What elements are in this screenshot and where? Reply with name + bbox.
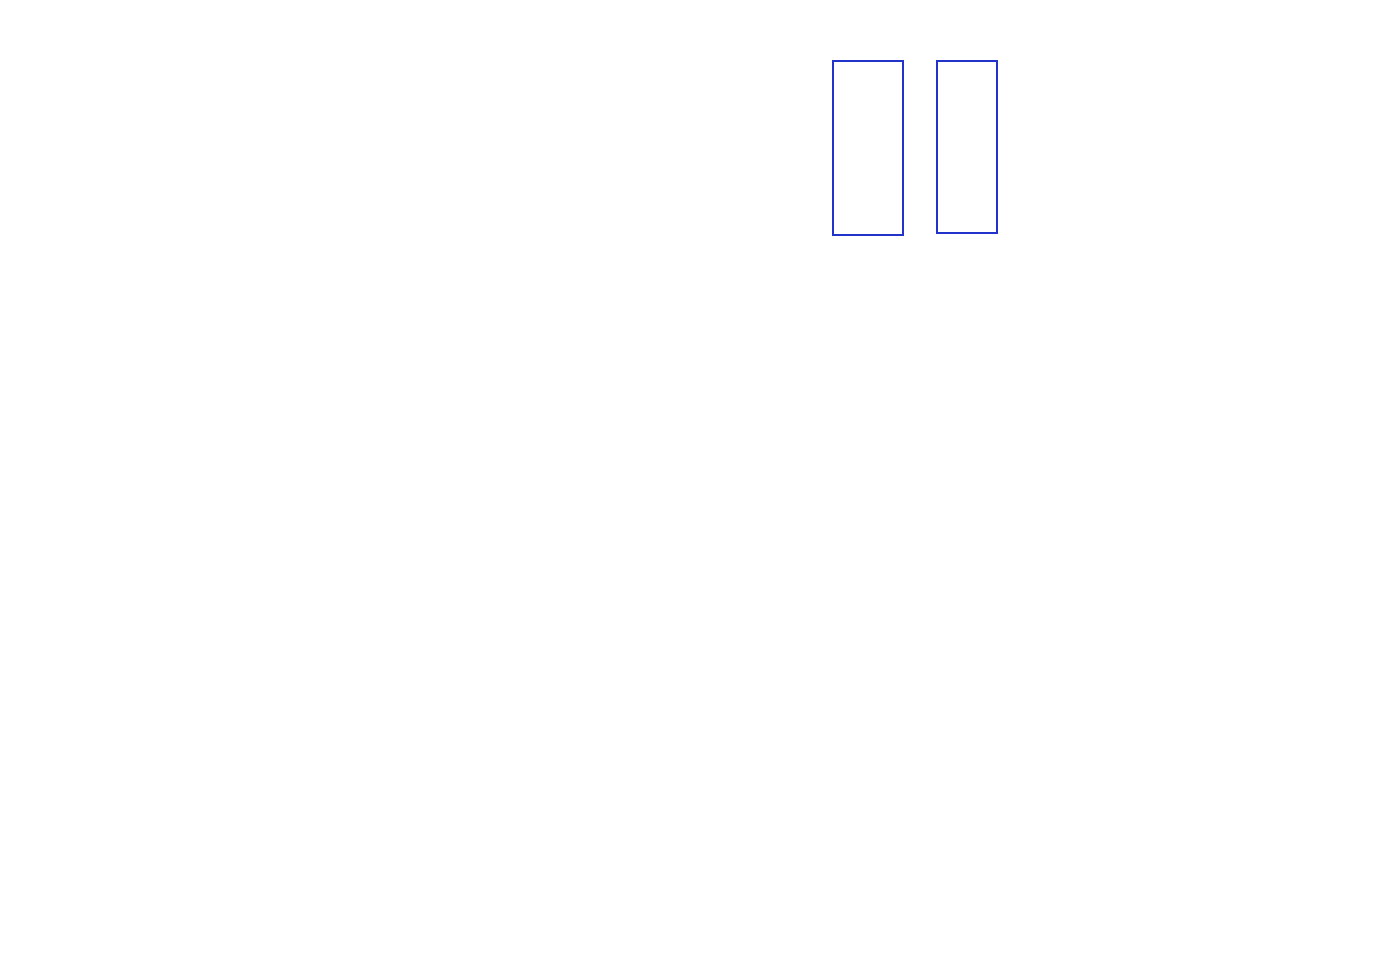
detail-spectrum-plot [1028,46,1320,238]
full-spectrum-plot [58,266,1343,471]
with-sky-image [832,60,904,236]
clean-image [936,60,998,234]
